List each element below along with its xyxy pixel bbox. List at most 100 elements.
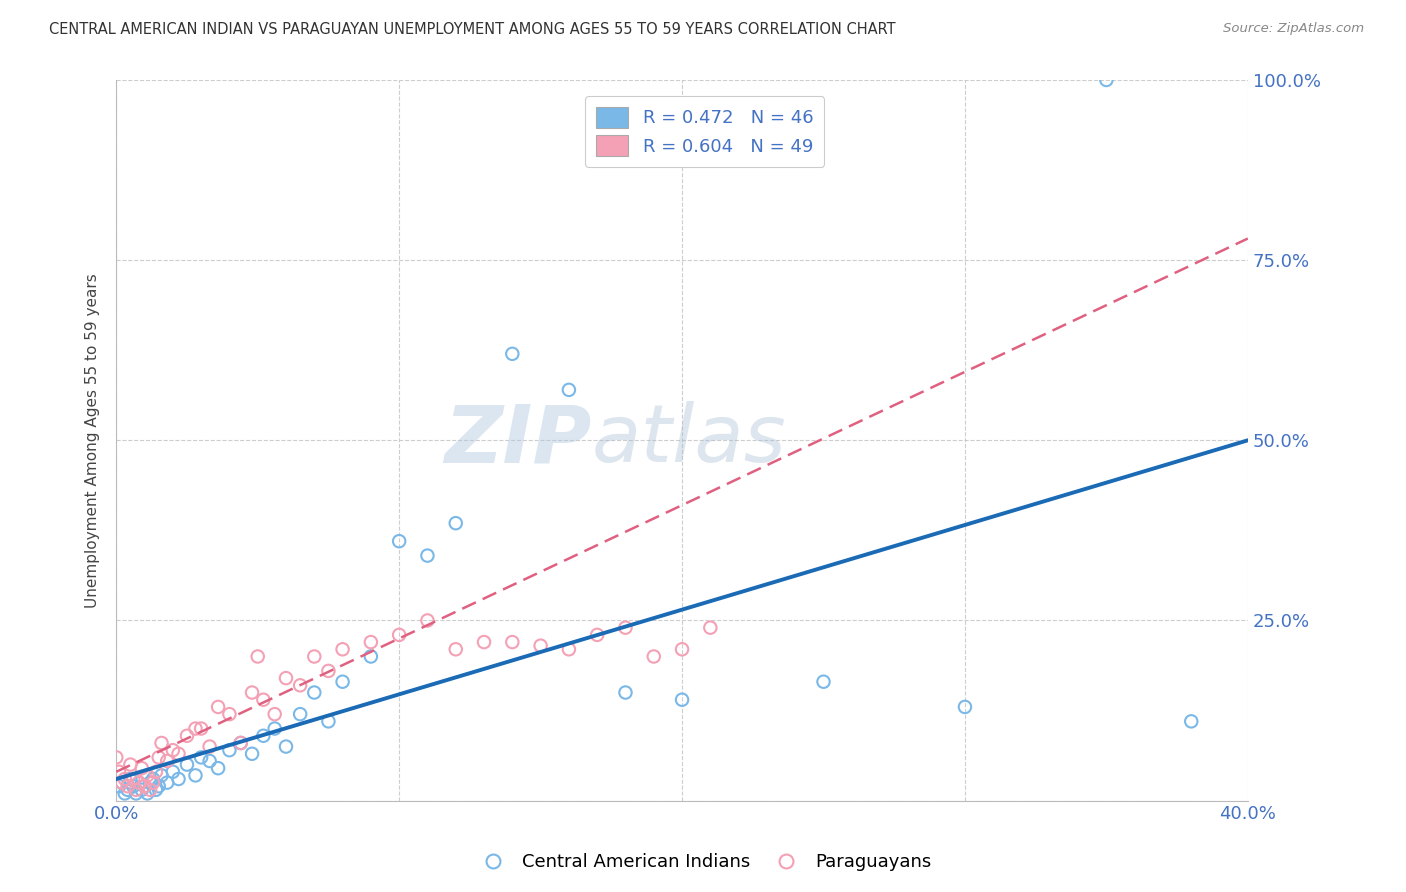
Point <box>167 747 190 761</box>
Point <box>1095 73 1118 87</box>
Point <box>128 775 150 789</box>
Point <box>388 628 411 642</box>
Point <box>117 779 139 793</box>
Point <box>643 649 665 664</box>
Point <box>530 639 553 653</box>
Point <box>558 642 581 657</box>
Point <box>360 635 382 649</box>
Point <box>318 664 340 678</box>
Point <box>252 729 274 743</box>
Point <box>416 549 439 563</box>
Point <box>190 750 212 764</box>
Point <box>114 786 136 800</box>
Legend: Central American Indians, Paraguayans: Central American Indians, Paraguayans <box>468 847 938 879</box>
Point <box>416 614 439 628</box>
Point <box>614 621 637 635</box>
Point <box>472 635 495 649</box>
Point <box>252 692 274 706</box>
Point <box>288 678 311 692</box>
Point <box>274 739 297 754</box>
Point <box>131 782 153 797</box>
Point <box>288 707 311 722</box>
Point <box>162 764 184 779</box>
Point <box>263 707 285 722</box>
Point <box>501 347 523 361</box>
Point <box>176 757 198 772</box>
Point <box>229 736 252 750</box>
Point <box>263 722 285 736</box>
Point <box>953 700 976 714</box>
Point <box>145 782 167 797</box>
Point <box>218 707 240 722</box>
Point <box>229 736 252 750</box>
Point <box>139 775 162 789</box>
Point <box>156 754 179 768</box>
Point <box>136 786 159 800</box>
Point <box>318 714 340 729</box>
Point <box>198 739 221 754</box>
Point <box>122 772 145 786</box>
Text: atlas: atlas <box>592 401 786 479</box>
Point <box>1180 714 1202 729</box>
Point <box>167 772 190 786</box>
Point <box>190 722 212 736</box>
Point <box>150 768 173 782</box>
Point <box>240 747 263 761</box>
Point <box>614 685 637 699</box>
Point <box>444 516 467 531</box>
Point <box>117 782 139 797</box>
Point <box>108 764 131 779</box>
Point <box>134 779 156 793</box>
Y-axis label: Unemployment Among Ages 55 to 59 years: Unemployment Among Ages 55 to 59 years <box>86 273 100 607</box>
Point <box>218 743 240 757</box>
Point <box>156 775 179 789</box>
Point <box>388 534 411 549</box>
Point <box>671 692 693 706</box>
Point <box>501 635 523 649</box>
Text: CENTRAL AMERICAN INDIAN VS PARAGUAYAN UNEMPLOYMENT AMONG AGES 55 TO 59 YEARS COR: CENTRAL AMERICAN INDIAN VS PARAGUAYAN UN… <box>49 22 896 37</box>
Point <box>148 779 170 793</box>
Point <box>134 779 156 793</box>
Point <box>304 685 326 699</box>
Point <box>162 743 184 757</box>
Point <box>274 671 297 685</box>
Point <box>207 761 229 775</box>
Point <box>332 642 354 657</box>
Point <box>111 775 134 789</box>
Point <box>120 772 142 786</box>
Point <box>671 642 693 657</box>
Text: ZIP: ZIP <box>444 401 592 479</box>
Point <box>142 775 165 789</box>
Point <box>136 768 159 782</box>
Point <box>246 649 269 664</box>
Point <box>813 674 835 689</box>
Point <box>114 772 136 786</box>
Point <box>304 649 326 664</box>
Point <box>184 722 207 736</box>
Legend: R = 0.472   N = 46, R = 0.604   N = 49: R = 0.472 N = 46, R = 0.604 N = 49 <box>585 96 824 167</box>
Point <box>148 750 170 764</box>
Point <box>131 761 153 775</box>
Point <box>125 786 148 800</box>
Point <box>128 775 150 789</box>
Point <box>586 628 609 642</box>
Point <box>150 736 173 750</box>
Point <box>108 779 131 793</box>
Point <box>176 729 198 743</box>
Point <box>105 750 128 764</box>
Point <box>699 621 721 635</box>
Point <box>360 649 382 664</box>
Point <box>332 674 354 689</box>
Point <box>558 383 581 397</box>
Point <box>207 700 229 714</box>
Point <box>120 757 142 772</box>
Point <box>139 782 162 797</box>
Point <box>142 772 165 786</box>
Point <box>111 775 134 789</box>
Point <box>125 782 148 797</box>
Point <box>184 768 207 782</box>
Point <box>240 685 263 699</box>
Point <box>198 754 221 768</box>
Point <box>444 642 467 657</box>
Text: Source: ZipAtlas.com: Source: ZipAtlas.com <box>1223 22 1364 36</box>
